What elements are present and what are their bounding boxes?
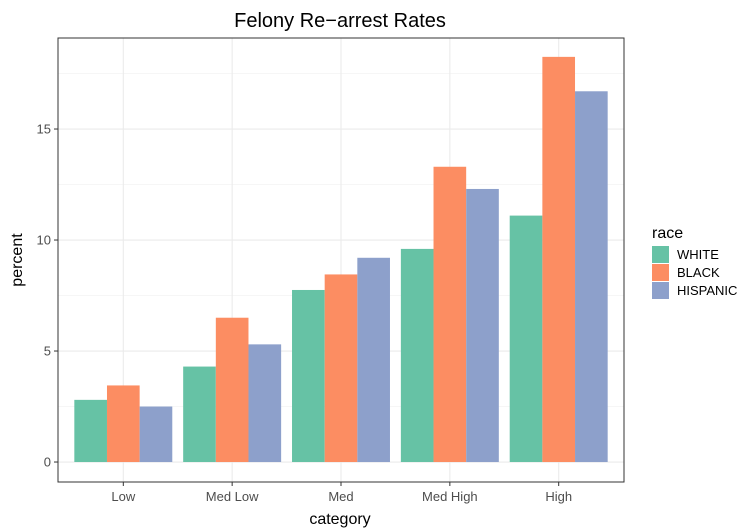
bars xyxy=(74,56,608,463)
bar-hispanic-med xyxy=(357,257,390,463)
x-tick-label: High xyxy=(545,489,572,504)
legend-title: race xyxy=(652,225,683,242)
y-axis-title: percent xyxy=(9,233,26,287)
bar-black-med-low xyxy=(215,317,249,463)
bar-black-high xyxy=(542,56,576,463)
bar-white-med-low xyxy=(183,366,216,463)
legend-key-black xyxy=(652,264,669,281)
bar-hispanic-low xyxy=(139,406,173,463)
x-tick-label: Med xyxy=(328,489,353,504)
bar-white-med-high xyxy=(400,248,434,463)
x-tick-label: Med Low xyxy=(206,489,259,504)
y-tick-label: 15 xyxy=(37,122,51,137)
x-tick-label: Low xyxy=(111,489,135,504)
bar-black-med-high xyxy=(433,166,467,463)
legend-label-white: WHITE xyxy=(677,247,719,262)
chart-title: Felony Re−arrest Rates xyxy=(234,10,446,32)
bar-white-high xyxy=(509,215,543,463)
bar-black-med xyxy=(324,274,358,463)
x-axis: Low Med Low Med Med High High xyxy=(111,482,572,504)
bar-hispanic-med-high xyxy=(466,188,499,463)
bar-white-low xyxy=(74,399,107,463)
x-axis-title: category xyxy=(309,511,370,528)
y-tick-label: 5 xyxy=(44,344,51,359)
legend-label-hispanic: HISPANIC xyxy=(677,283,737,298)
y-tick-label: 0 xyxy=(44,455,51,470)
legend-label-black: BLACK xyxy=(677,265,720,280)
bar-hispanic-med-low xyxy=(248,344,282,463)
y-axis: 0 5 10 15 xyxy=(37,122,58,470)
y-tick-label: 10 xyxy=(37,233,51,248)
legend-key-hispanic xyxy=(652,282,669,299)
legend: race WHITE BLACK HISPANIC xyxy=(652,225,737,299)
plot-panel xyxy=(57,37,625,483)
legend-key-white xyxy=(652,246,669,263)
bar-black-low xyxy=(106,385,140,463)
bar-white-med xyxy=(292,289,325,463)
bar-hispanic-high xyxy=(575,91,608,463)
x-tick-label: Med High xyxy=(422,489,478,504)
